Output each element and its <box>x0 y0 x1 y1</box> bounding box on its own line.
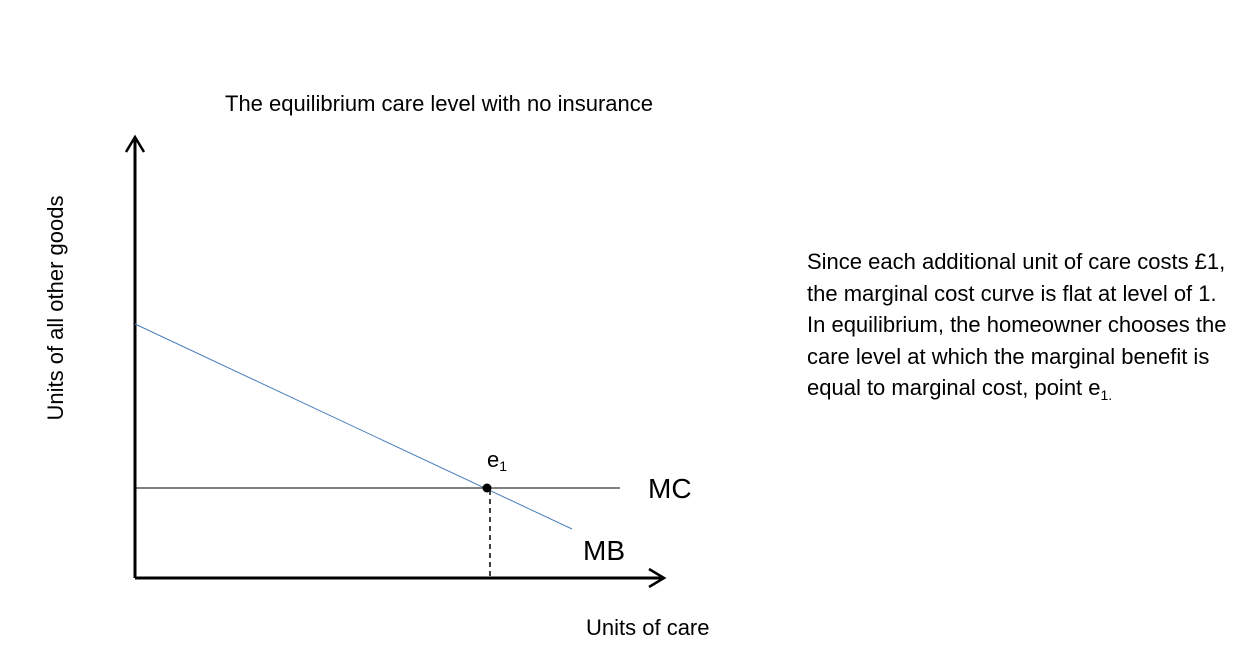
explanation-body: Since each additional unit of care costs… <box>807 249 1227 400</box>
diagram-title: The equilibrium care level with no insur… <box>225 91 653 116</box>
point-letter: e <box>487 447 500 472</box>
point-subscript: 1 <box>499 458 508 474</box>
equilibrium-point <box>482 483 492 493</box>
explanation-subscript: 1. <box>1100 387 1113 403</box>
mb-curve <box>134 323 573 530</box>
y-axis-arrowhead <box>124 134 146 153</box>
mc-label: MC <box>648 473 692 504</box>
x-axis-label: Units of care <box>586 615 710 640</box>
equilibrium-point-label: e1 <box>487 447 507 474</box>
x-axis-arrowhead <box>648 567 667 589</box>
mb-label: MB <box>583 535 625 566</box>
explanation-text: Since each additional unit of care costs… <box>807 246 1227 412</box>
